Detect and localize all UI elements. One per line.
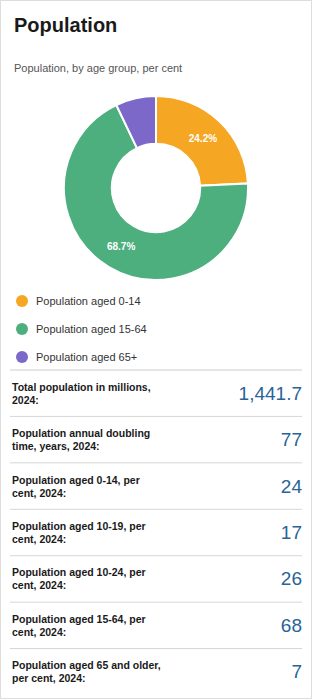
stat-label: Population annual doublingtime, years, 2… (12, 427, 150, 452)
divider (10, 555, 302, 556)
legend-swatch (16, 351, 28, 363)
stat-value: 1,441.7 (239, 383, 302, 404)
subtitle: Population, by age group, per cent (14, 62, 182, 74)
stat-label: Population aged 0-14, percent, 2024: (12, 474, 140, 499)
legend-label: Population aged 0-14 (36, 295, 141, 307)
stat-label: Total population in millions,2024: (12, 381, 151, 406)
stats-table: Total population in millions,2024: 1,441.… (10, 370, 302, 684)
stat-value: 24 (281, 476, 303, 497)
data-label: 68.7% (107, 241, 135, 252)
stat-label: Population aged 10-19, percent, 2024: (12, 520, 146, 545)
divider (10, 509, 302, 510)
divider (10, 370, 302, 371)
legend: Population aged 0-14 Population aged 15-6… (16, 295, 147, 363)
divider (10, 602, 302, 603)
donut-slice (156, 96, 248, 186)
stat-label: Population aged 15-64, percent, 2024: (12, 613, 146, 638)
legend-swatch (16, 295, 28, 307)
stat-label: Population aged 65 and older,per cent, 2… (12, 659, 161, 684)
divider (10, 648, 302, 649)
frame (1, 1, 312, 699)
legend-label: Population aged 65+ (36, 351, 137, 363)
page: Population Population, by age group, per … (0, 0, 312, 699)
donut-labels: 24.2% 68.7% (107, 133, 217, 252)
divider (10, 416, 302, 417)
title: Population (14, 14, 117, 36)
legend-label: Population aged 15-64 (36, 323, 147, 335)
data-label: 24.2% (189, 133, 217, 144)
divider (10, 462, 302, 463)
stat-value: 68 (281, 615, 302, 636)
chart: Population Population, by age group, per … (0, 0, 312, 699)
stat-label: Population aged 10-24, percent, 2024: (12, 566, 146, 591)
stat-value: 7 (291, 661, 302, 682)
stat-value: 26 (281, 568, 302, 589)
stat-value: 17 (281, 522, 302, 543)
legend-swatch (16, 323, 28, 335)
donut (64, 96, 248, 280)
stat-value: 77 (281, 429, 302, 450)
donut-slice (116, 96, 156, 148)
